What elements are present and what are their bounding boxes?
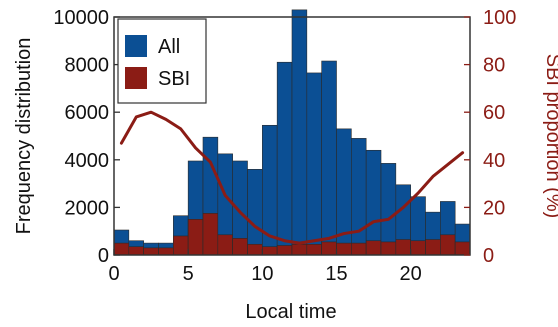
bar-sbi-hour-22 [440, 234, 456, 256]
bar-sbi-hour-5 [187, 219, 204, 256]
x-tick-label-15: 15 [325, 263, 347, 285]
bar-all-hour-13 [306, 72, 322, 256]
legend: All SBI [117, 18, 207, 104]
bar-all-hour-18 [380, 163, 397, 256]
bar-all-hour-9 [247, 169, 263, 256]
bar-sbi-hour-11 [276, 245, 293, 256]
bar-sbi-hour-8 [232, 238, 248, 256]
y-left-tick-label-10000: 10000 [53, 7, 109, 29]
bar-sbi-hour-21 [425, 239, 441, 256]
plot-frame [113, 16, 471, 256]
bar-sbi-hour-20 [410, 240, 426, 256]
y-right-tick-label-40: 40 [483, 150, 505, 172]
x-tick-label-20: 20 [400, 263, 422, 285]
sbi-proportion-line [119, 110, 465, 245]
x-tick-label-0: 0 [108, 263, 119, 285]
bar-sbi-hour-12 [291, 243, 308, 256]
line-layer [119, 110, 465, 245]
axes-layer: 0 5 10 15 20 0 2000 4000 6000 8000 10000 0 20 40 60 80 1… [53, 7, 516, 285]
bar-all-hour-14 [321, 60, 337, 256]
bar-sbi-hour-3 [158, 247, 174, 256]
x-tick-label-5: 5 [183, 263, 194, 285]
bar-sbi-hour-13 [306, 243, 322, 256]
bar-sbi-hour-6 [202, 213, 219, 256]
bar-sbi-hour-18 [380, 241, 397, 256]
bar-sbi-hour-1 [128, 246, 144, 256]
y-right-tick-label-100: 100 [483, 7, 516, 29]
bar-sbi-hour-9 [247, 243, 263, 256]
bar-all-hour-17 [365, 149, 382, 256]
bar-sbi-hour-17 [365, 240, 382, 256]
bar-sbi-hour-15 [336, 242, 352, 256]
bar-sbi-hour-2 [143, 247, 159, 256]
y-left-tick-label-4000: 4000 [65, 150, 110, 172]
bar-sbi-hour-7 [217, 234, 233, 256]
y-axis-label-left: Frequency distribution [13, 38, 35, 235]
y-right-tick-label-60: 60 [483, 102, 505, 124]
x-axis-label: Local time [245, 301, 336, 323]
y-left-tick-label-8000: 8000 [65, 55, 110, 77]
y-right-tick-label-0: 0 [483, 245, 494, 267]
bar-sbi-hour-0 [113, 242, 130, 256]
bar-all-hour-16 [351, 138, 367, 256]
legend-swatch-all [125, 35, 147, 57]
y-axis-label-right: SBI proportion (%) [542, 54, 558, 219]
bar-sbi-hour-10 [262, 246, 278, 256]
bar-all-hour-12 [291, 9, 308, 256]
bar-sbi-hour-16 [351, 242, 367, 256]
bar-sbi-hour-14 [321, 241, 337, 256]
legend-box [117, 18, 207, 104]
legend-swatch-sbi [125, 67, 147, 89]
legend-label-all: All [158, 36, 180, 58]
y-left-tick-label-0: 0 [98, 245, 109, 267]
bar-sbi-hour-19 [395, 239, 411, 256]
y-left-tick-label-6000: 6000 [65, 102, 110, 124]
legend-label-sbi: SBI [158, 68, 190, 90]
y-left-tick-label-2000: 2000 [65, 197, 110, 219]
bar-all-hour-11 [276, 61, 293, 256]
bar-sbi-hour-23 [454, 241, 471, 256]
x-tick-label-10: 10 [251, 263, 273, 285]
bar-sbi-hour-4 [173, 235, 189, 256]
y-right-tick-label-20: 20 [483, 197, 505, 219]
bars-layer [113, 9, 471, 256]
y-right-tick-label-80: 80 [483, 55, 505, 77]
